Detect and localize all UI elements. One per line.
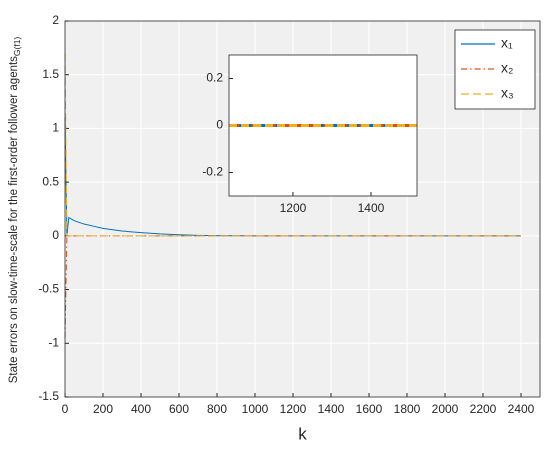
x-tick-label: 400 bbox=[131, 402, 151, 416]
x-tick-label: 1200 bbox=[280, 402, 307, 416]
y-tick-label: 0 bbox=[216, 118, 223, 132]
x-tick-label: 2400 bbox=[508, 402, 535, 416]
y-tick-label: 1 bbox=[52, 121, 59, 135]
x-tick-label: 0 bbox=[62, 402, 69, 416]
x-tick-label: 200 bbox=[93, 402, 113, 416]
x-tick-label: 1200 bbox=[280, 201, 307, 215]
x-tick-label: 1400 bbox=[358, 201, 385, 215]
series-line bbox=[64, 53, 521, 237]
y-axis-label: State errors on slow-time-scale for the … bbox=[8, 37, 22, 384]
y-tick-label: 0.2 bbox=[206, 71, 223, 85]
y-tick-label: 1.5 bbox=[42, 67, 59, 81]
axes-box bbox=[228, 54, 418, 197]
y-tick-label: 0.5 bbox=[42, 174, 59, 188]
x-axis-label: k bbox=[298, 424, 307, 443]
y-tick-label: -1.5 bbox=[38, 389, 59, 403]
x-tick-label: 1800 bbox=[394, 402, 421, 416]
x-tick-label: 600 bbox=[169, 402, 189, 416]
y-label-subscript: G(f1) bbox=[12, 37, 22, 57]
y-tick-label: 0 bbox=[52, 228, 59, 242]
x-tick-label: 2200 bbox=[470, 402, 497, 416]
y-tick-label: -0.5 bbox=[38, 282, 59, 296]
legend-label: x₃ bbox=[501, 85, 514, 101]
x-tick-label: 1000 bbox=[242, 402, 269, 416]
legend-box bbox=[454, 29, 536, 110]
y-tick-label: 2 bbox=[52, 13, 59, 27]
x-tick-label: 1600 bbox=[356, 402, 383, 416]
x-tick-label: 1400 bbox=[318, 402, 345, 416]
axes-box bbox=[64, 20, 541, 398]
legend-label: x₁ bbox=[501, 35, 513, 51]
y-tick-label: -1 bbox=[48, 335, 59, 349]
legend-label: x₂ bbox=[501, 60, 513, 76]
x-tick-label: 2000 bbox=[432, 402, 459, 416]
y-label-text: State errors on slow-time-scale for the … bbox=[8, 56, 20, 383]
x-tick-label: 800 bbox=[207, 402, 227, 416]
y-tick-label: -0.2 bbox=[202, 165, 223, 179]
